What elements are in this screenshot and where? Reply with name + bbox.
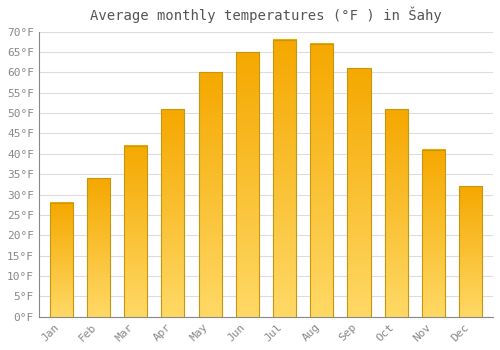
Title: Average monthly temperatures (°F ) in Šahy: Average monthly temperatures (°F ) in Ša… xyxy=(90,7,442,23)
